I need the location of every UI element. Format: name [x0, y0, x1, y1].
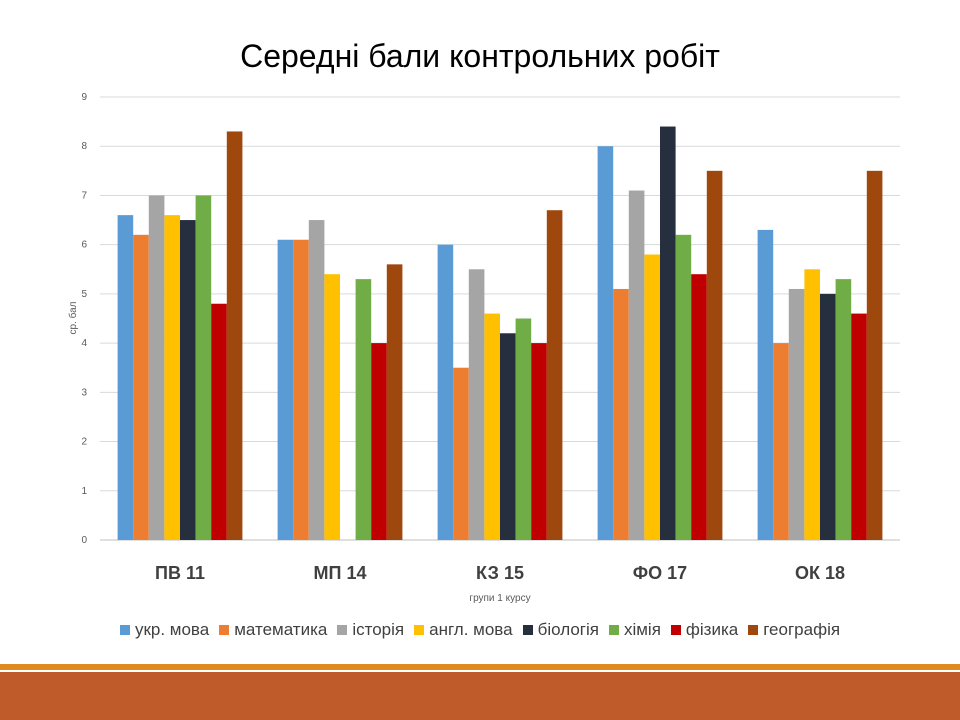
x-category-label: ПВ 11 [155, 563, 205, 583]
bar-3-4 [484, 313, 500, 540]
y-tick-label: 5 [81, 289, 87, 300]
y-tick-label: 6 [81, 240, 87, 251]
legend-swatch [119, 625, 130, 635]
bar-4-7 [691, 274, 707, 540]
bar-2-1 [277, 239, 294, 540]
legend-item: історія [337, 620, 404, 640]
bar-5-8 [866, 170, 883, 541]
bar-2-2 [293, 239, 309, 540]
bar-1-2 [133, 234, 149, 541]
legend-swatch [414, 625, 425, 635]
bar-4-2 [613, 288, 629, 540]
bar-3-3 [468, 269, 485, 540]
y-tick-label: 4 [81, 338, 87, 349]
bar-5-5 [820, 293, 836, 540]
bar-1-4 [164, 215, 180, 540]
bar-4-1 [597, 146, 614, 540]
chart-title: Середні бали контрольних робіт [240, 38, 720, 74]
legend-label: англ. мова [429, 620, 513, 639]
bar-5-3 [788, 288, 805, 540]
legend-item: географія [748, 620, 840, 640]
legend-item: математика [219, 620, 327, 640]
bar-2-7 [371, 343, 387, 540]
x-axis-title: групи 1 курсу [469, 593, 530, 604]
y-tick-label: 0 [81, 535, 87, 546]
footer-bar [0, 672, 960, 720]
x-category-label: КЗ 15 [476, 563, 524, 583]
legend-label: історія [352, 620, 405, 639]
bar-5-6 [835, 279, 852, 540]
bar-2-4 [324, 274, 340, 540]
bar-1-5 [180, 220, 196, 541]
bar-5-7 [851, 313, 867, 540]
bar-4-5 [660, 126, 676, 541]
legend-item: фізика [670, 620, 739, 640]
bar-4-3 [628, 190, 645, 540]
y-axis-ticks: 0 1 2 3 4 5 6 7 8 9 [81, 92, 87, 546]
chart-legend: укр. мова математика історія англ. мова біол… [0, 620, 960, 640]
bar-1-3 [148, 195, 165, 540]
legend-swatch [670, 625, 681, 635]
bar-1-8 [226, 131, 243, 540]
legend-label: фізика [685, 620, 739, 639]
legend-item: укр. мова [119, 620, 210, 640]
bar-5-1 [757, 229, 774, 540]
bar-4-8 [706, 170, 723, 541]
legend-label: математика [234, 620, 328, 639]
bar-3-2 [453, 367, 469, 540]
legend-swatch [219, 625, 230, 635]
bar-3-5 [500, 333, 516, 540]
legend-label: біологія [537, 620, 599, 639]
bar-chart: 0 1 2 3 4 5 6 7 8 9 ПВ 11 МП 14 КЗ 15 ФО 17 ОК 18 гру… [67, 92, 900, 604]
y-tick-label: 2 [81, 437, 87, 448]
footer-accent-line [0, 664, 960, 670]
bar-3-7 [531, 343, 547, 540]
bar-2-3 [308, 220, 325, 541]
bar-3-6 [515, 318, 532, 540]
legend-item: хімія [608, 620, 661, 640]
bar-1-1 [117, 215, 134, 540]
x-category-label: ОК 18 [795, 563, 845, 583]
legend-swatch [608, 625, 619, 635]
y-tick-label: 9 [81, 92, 87, 103]
legend-label: укр. мова [134, 620, 210, 639]
bar-3-1 [437, 244, 454, 540]
bar-4-4 [644, 254, 660, 540]
y-tick-label: 3 [81, 387, 87, 398]
x-axis-categories: ПВ 11 МП 14 КЗ 15 ФО 17 ОК 18 [155, 563, 845, 583]
bar-2-6 [355, 279, 372, 540]
bar-4-6 [675, 234, 692, 541]
bar-5-4 [804, 269, 820, 540]
legend-swatch [522, 625, 533, 635]
legend-label: хімія [623, 620, 661, 639]
bars [117, 126, 883, 541]
bar-2-8 [386, 264, 403, 540]
legend-swatch [337, 625, 348, 635]
bar-1-6 [195, 195, 212, 540]
y-tick-label: 7 [81, 190, 87, 201]
y-tick-label: 1 [81, 486, 87, 497]
y-axis-title: ср. бал [67, 301, 79, 334]
legend-item: англ. мова [414, 620, 513, 640]
x-category-label: ФО 17 [633, 563, 687, 583]
y-tick-label: 8 [81, 141, 87, 152]
x-category-label: МП 14 [314, 563, 367, 583]
legend-swatch [748, 625, 759, 635]
bar-5-2 [773, 343, 789, 540]
legend-label: географія [763, 620, 841, 639]
legend-item: біологія [522, 620, 599, 640]
bar-3-8 [546, 210, 563, 540]
bar-1-7 [211, 303, 227, 540]
